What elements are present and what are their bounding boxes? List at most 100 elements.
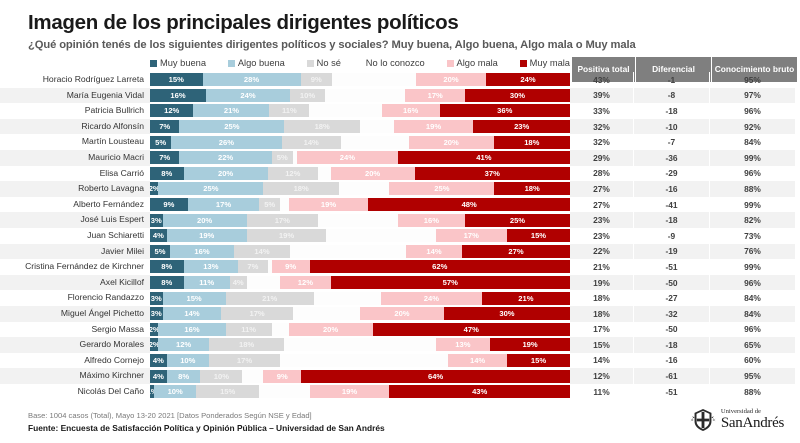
- row-metrics: 18% -32 84%: [570, 305, 795, 322]
- row-metrics: 43% -1 95%: [570, 72, 795, 88]
- bar-segment-muy-mala: 27%: [462, 244, 570, 258]
- bar-segment-no-lo-conozco: [340, 135, 409, 149]
- metric-conocimiento-bruto: 92%: [710, 118, 795, 135]
- row-metrics: 27% -41 99%: [570, 196, 795, 213]
- legend-swatch-icon: [306, 59, 314, 67]
- bar-segment-muy-buena: 3%: [150, 307, 163, 321]
- stacked-bar: 15% 28% 9% 20% 24%: [150, 73, 570, 87]
- metric-positiva-total: 18%: [570, 290, 634, 306]
- bar-segment-algo-buena: 25%: [179, 120, 285, 134]
- bar-segment-no-se: 5%: [259, 198, 281, 212]
- university-logo: Universidad de SanAndrés: [690, 407, 784, 433]
- politician-name: Juan Schiaretti: [87, 229, 144, 240]
- bar-segment-muy-mala: 21%: [481, 291, 570, 305]
- bar-segment-algo-mala: 20%: [330, 166, 415, 180]
- bar-segment-algo-buena: 10%: [154, 385, 197, 399]
- bar-segment-no-lo-conozco: [338, 182, 390, 196]
- legend-item-1: Algo buena: [227, 58, 285, 68]
- metric-conocimiento-bruto: 88%: [710, 181, 795, 197]
- table-row: Javier Milei 5% 16% 14% 14% 27% 22% -19 76%: [0, 243, 800, 260]
- metric-diferencial: -36: [634, 149, 710, 166]
- table-row: Miguel Ángel Pichetto 3% 14% 17% 20% 30% 18% -3…: [0, 305, 800, 322]
- bar-segment-algo-mala: 24%: [380, 291, 482, 305]
- page-subtitle: ¿Qué opinión tenés de los siguientes dir…: [28, 39, 636, 51]
- bar-segment-muy-buena: 3%: [150, 291, 163, 305]
- bar-segment-algo-mala: 20%: [416, 73, 486, 87]
- metric-positiva-total: 29%: [570, 149, 634, 166]
- metric-diferencial: -32: [634, 305, 710, 322]
- bar-segment-no-se: 14%: [234, 244, 290, 258]
- legend-label: Algo mala: [456, 58, 498, 68]
- bar-segment-muy-mala: 41%: [397, 151, 570, 165]
- stacked-bar: 16% 24% 10% 17% 30%: [150, 88, 570, 102]
- bar-segment-algo-buena: 28%: [202, 73, 301, 87]
- bar-segment-algo-buena: 21%: [193, 104, 270, 118]
- base-note: Base: 1004 casos (Total), Mayo 13-20 202…: [28, 411, 312, 420]
- footer: Base: 1004 casos (Total), Mayo 13-20 202…: [28, 411, 385, 433]
- column-header-diferencial: Diferencial: [636, 57, 712, 82]
- bar-segment-muy-buena: 2%: [150, 338, 159, 352]
- metric-positiva-total: 17%: [570, 321, 634, 338]
- politician-name: José Luis Espert: [0, 212, 150, 228]
- metric-positiva-total: 18%: [570, 305, 634, 322]
- metrics-column-headers: Positiva total Diferencial Conocimiento …: [572, 57, 797, 82]
- bar-segment-algo-mala: 20%: [408, 135, 494, 149]
- bar-segment-no-lo-conozco: [246, 276, 281, 290]
- metric-diferencial: -41: [634, 196, 710, 213]
- table-row: Nicolás Del Caño 1%10%15% 19%43%11%-51 88%: [0, 383, 800, 400]
- bar-segment-algo-mala: 19%: [309, 385, 390, 399]
- bar-segment-muy-mala: 64%: [301, 369, 570, 383]
- metric-conocimiento-bruto: 84%: [710, 305, 795, 322]
- stacked-bar: 1%10%15% 19%43%: [150, 385, 570, 399]
- politician-name: Florencio Randazzo: [67, 292, 144, 303]
- row-metrics: 23% -9 73%: [570, 227, 795, 244]
- bar-segment-muy-buena: 15%: [150, 73, 203, 87]
- stacked-bar: 4% 10% 17% 14% 15%: [150, 353, 570, 367]
- bar-segment-algo-buena: 16%: [158, 322, 226, 336]
- legend-label: No lo conozco: [365, 58, 425, 68]
- metric-positiva-total: 28%: [570, 165, 634, 182]
- politician-name: Gerardo Morales: [0, 337, 150, 353]
- stacked-bar: 5% 16% 14% 14% 27%: [150, 244, 570, 258]
- bar-segment-muy-mala: 15%: [506, 229, 570, 243]
- row-metrics: 32% -7 84%: [570, 134, 795, 150]
- table-row: Máximo Kirchner 4% 8% 10% 9% 64% 12% -61 95%: [0, 368, 800, 384]
- metric-conocimiento-bruto: 95%: [710, 368, 795, 384]
- bar-segment-no-lo-conozco: [359, 120, 394, 134]
- bar-segment-algo-mala: 17%: [405, 88, 465, 102]
- bar-segment-no-lo-conozco: [259, 385, 310, 399]
- politician-name: Alfredo Cornejo: [84, 354, 144, 365]
- logo-top-text: Universidad de: [720, 408, 761, 416]
- metric-positiva-total: 27%: [570, 181, 634, 197]
- bar-segment-no-lo-conozco: [280, 353, 449, 367]
- stacked-bar: 7% 25% 18% 19% 23%: [150, 120, 570, 134]
- legend-swatch-icon: [446, 59, 454, 67]
- metric-conocimiento-bruto: 99%: [710, 149, 795, 166]
- row-metrics: 19% -50 96%: [570, 274, 795, 291]
- metric-diferencial: -9: [634, 227, 710, 244]
- bar-segment-algo-mala: 24%: [296, 151, 398, 165]
- bar-segment-no-se: 17%: [221, 307, 293, 321]
- bar-segment-no-lo-conozco: [267, 260, 272, 274]
- bar-segment-muy-buena: 5%: [150, 135, 172, 149]
- bar-segment-no-lo-conozco: [332, 73, 416, 87]
- bar-segment-algo-mala: 19%: [393, 120, 474, 134]
- bar-segment-algo-buena: 15%: [162, 291, 226, 305]
- metric-conocimiento-bruto: 84%: [744, 293, 761, 304]
- stacked-bar: 4% 8% 10% 9% 64%: [150, 369, 570, 383]
- table-row: José Luis Espert 3% 20% 17% 16% 25% 23% -18 82%: [0, 212, 800, 228]
- crest-icon: [690, 408, 716, 432]
- bar-segment-no-se: 17%: [246, 213, 318, 227]
- politician-name: Máximo Kirchner: [0, 368, 150, 384]
- metric-positiva-total: 27%: [570, 196, 634, 213]
- metric-positiva-total: 39%: [570, 87, 634, 104]
- bar-segment-muy-mala: 18%: [494, 182, 570, 196]
- bar-segment-muy-mala: 24%: [485, 73, 570, 87]
- bar-segment-muy-mala: 30%: [464, 88, 570, 102]
- bar-segment-muy-buena: 1%: [150, 385, 155, 399]
- bar-segment-muy-buena: 4%: [150, 369, 167, 383]
- row-metrics: 12% -61 95%: [570, 368, 795, 384]
- legend-label: Muy buena: [160, 58, 206, 68]
- source-note: Fuente: Encuesta de Satisfacción Polític…: [28, 423, 385, 433]
